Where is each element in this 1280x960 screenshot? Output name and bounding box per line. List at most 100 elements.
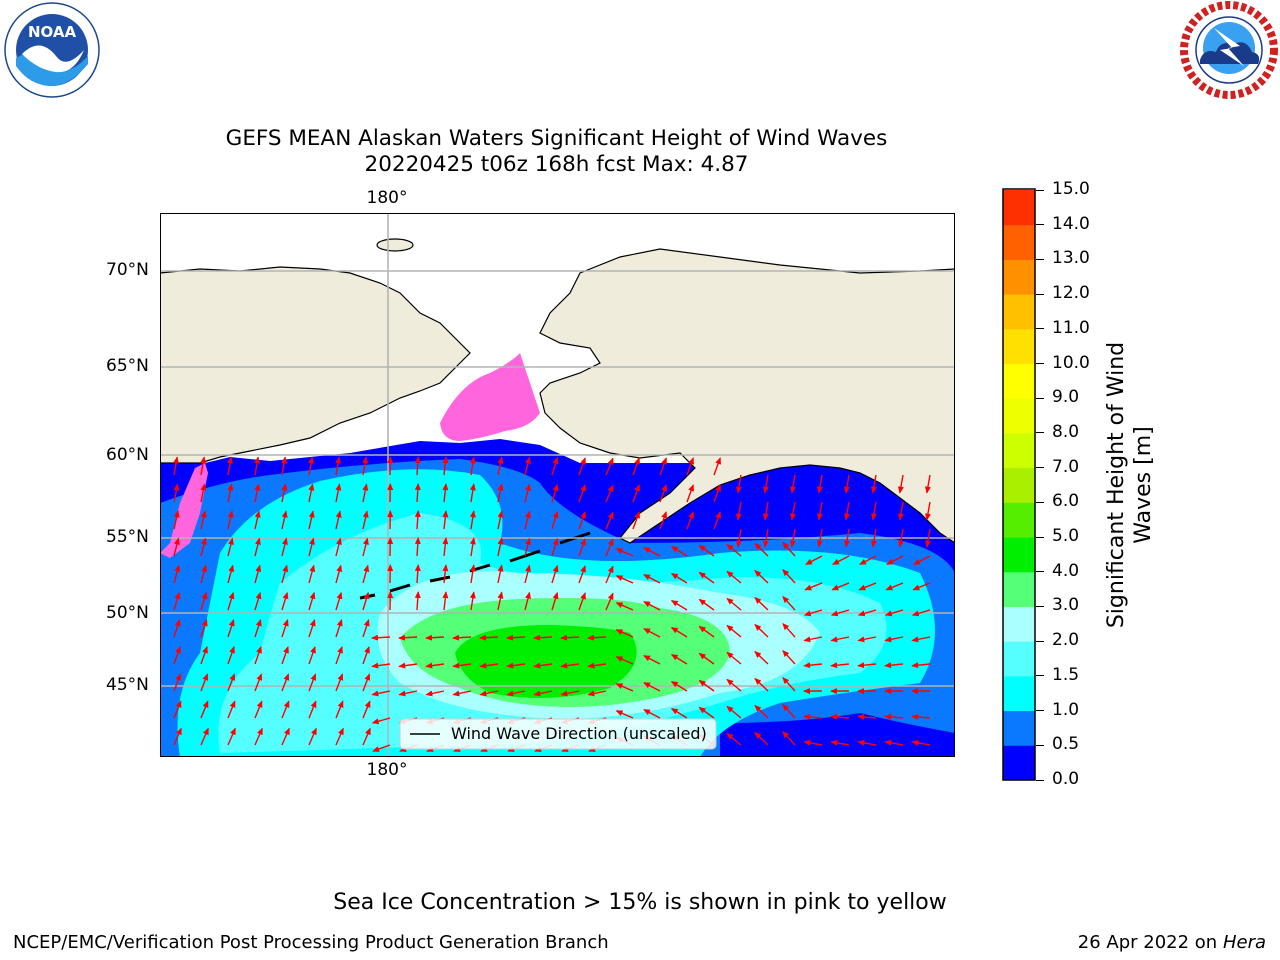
wind-wave-arrow xyxy=(524,564,531,584)
wind-wave-arrow xyxy=(803,636,823,643)
wind-wave-arrow xyxy=(587,690,607,697)
wind-wave-arrow xyxy=(803,739,823,746)
wind-wave-arrow xyxy=(686,484,694,503)
wind-wave-arrow xyxy=(857,713,877,720)
colorbar-tick-label: 2.0 xyxy=(1052,630,1080,651)
colorbar-tick-label: 0.0 xyxy=(1052,769,1080,789)
lat-label-70: 70°N xyxy=(106,260,149,280)
wind-wave-arrow xyxy=(414,564,421,584)
wind-wave-arrow xyxy=(524,591,531,611)
colorbar-tick-mark xyxy=(1036,640,1044,642)
wind-wave-arrow xyxy=(200,537,207,557)
wind-wave-arrow xyxy=(659,457,667,476)
wind-wave-arrow xyxy=(200,646,208,665)
colorbar-tick-label: 14.0 xyxy=(1052,213,1090,234)
wind-wave-arrow xyxy=(789,474,796,494)
wind-wave-arrow xyxy=(615,575,634,584)
colorbar-segment xyxy=(1003,641,1035,677)
wind-wave-arrow xyxy=(816,528,823,548)
wind-wave-arrow xyxy=(735,528,742,548)
colorbar-tick-mark xyxy=(1036,224,1044,226)
wind-wave-arrow xyxy=(857,636,877,643)
wind-wave-arrow xyxy=(227,591,235,611)
colorbar-segment xyxy=(1003,675,1035,712)
wind-wave-arrow xyxy=(524,537,531,557)
wind-wave-arrow xyxy=(362,618,370,638)
colorbar-tick-label: 9.0 xyxy=(1052,387,1080,408)
wind-wave-arrow xyxy=(754,596,769,611)
wind-wave-arrow xyxy=(578,457,586,476)
wind-wave-arrow xyxy=(726,597,742,611)
wind-wave-arrow xyxy=(371,717,391,725)
nws-logo xyxy=(1180,1,1278,99)
wind-wave-arrow xyxy=(870,528,877,548)
lon-label-top: 180° xyxy=(366,188,408,208)
lat-label-50: 50°N xyxy=(106,603,149,623)
wind-wave-arrow xyxy=(803,662,823,669)
wind-wave-arrow xyxy=(414,591,421,611)
colorbar-tick-label: 1.0 xyxy=(1052,699,1080,720)
wind-wave-arrow xyxy=(884,636,904,643)
wind-wave-arrow xyxy=(643,709,661,719)
wind-wave-arrow xyxy=(398,662,418,669)
wind-wave-arrow xyxy=(605,511,614,530)
footer-date: 26 Apr 2022 on xyxy=(1077,932,1218,953)
wind-wave-arrow xyxy=(698,544,715,557)
title-line-1: GEFS MEAN Alaskan Waters Significant Hei… xyxy=(225,126,888,151)
wind-wave-arrow xyxy=(173,618,181,638)
wind-wave-arrow xyxy=(754,731,769,746)
wind-wave-arrow xyxy=(726,678,742,692)
colorbar-segment xyxy=(1003,502,1035,538)
wind-wave-arrow xyxy=(870,474,877,494)
wind-wave-arrow xyxy=(469,483,476,503)
wind-wave-arrow xyxy=(605,592,614,611)
colorbar-tick-label: 3.0 xyxy=(1052,595,1080,616)
wind-wave-arrow xyxy=(782,676,796,692)
wind-wave-arrow xyxy=(308,456,315,476)
wind-wave-arrow xyxy=(830,609,850,617)
wind-wave-arrow xyxy=(857,609,877,617)
footer-right: 26 Apr 2022 on Hera xyxy=(1078,932,1266,953)
colorbar-segment xyxy=(1003,398,1035,434)
wind-wave-arrow xyxy=(281,618,289,638)
wind-wave-arrow xyxy=(587,634,607,641)
lat-label-55: 55°N xyxy=(106,527,149,547)
wind-wave-arrow xyxy=(335,727,344,746)
wind-wave-arrow xyxy=(911,713,931,720)
wind-wave-arrow xyxy=(200,510,207,530)
wind-wave-arrow xyxy=(615,602,634,611)
wind-wave-arrow xyxy=(913,555,931,565)
wind-wave-arrow xyxy=(605,565,614,584)
wind-wave-arrow xyxy=(254,564,262,584)
wind-wave-arrow xyxy=(670,708,688,719)
wind-wave-arrow xyxy=(227,537,234,557)
colorbar-segment xyxy=(1003,294,1035,330)
wind-wave-arrow xyxy=(782,595,796,611)
wind-wave-arrow xyxy=(335,700,344,719)
wind-wave-arrow xyxy=(686,457,694,476)
colorbar-tick-mark xyxy=(1036,432,1044,434)
wind-wave-arrow xyxy=(335,673,344,692)
wind-wave-arrow xyxy=(442,591,449,611)
wind-wave-arrow xyxy=(632,457,640,476)
wind-wave-arrow xyxy=(308,591,316,611)
colorbar-tick-mark xyxy=(1036,397,1044,399)
wind-wave-arrow xyxy=(643,547,661,557)
wind-wave-arrow xyxy=(442,510,449,530)
wind-wave-arrow xyxy=(670,600,688,611)
wind-wave-arrow xyxy=(670,681,688,692)
colorbar-segment xyxy=(1003,537,1035,573)
wind-wave-arrow xyxy=(335,483,342,503)
wind-wave-arrow xyxy=(469,537,476,557)
wind-wave-arrow xyxy=(227,618,235,638)
wind-wave-arrow xyxy=(281,510,288,530)
wind-wave-arrow xyxy=(924,501,931,521)
wind-wave-arrow xyxy=(670,546,688,557)
wind-wave-arrow xyxy=(173,456,180,476)
wind-wave-arrow xyxy=(173,483,180,503)
wind-wave-arrow xyxy=(254,700,263,719)
wind-wave-arrow xyxy=(173,673,182,692)
wind-wave-arrow xyxy=(804,582,823,591)
wind-wave-arrow xyxy=(497,456,504,476)
colorbar xyxy=(1002,188,1036,781)
